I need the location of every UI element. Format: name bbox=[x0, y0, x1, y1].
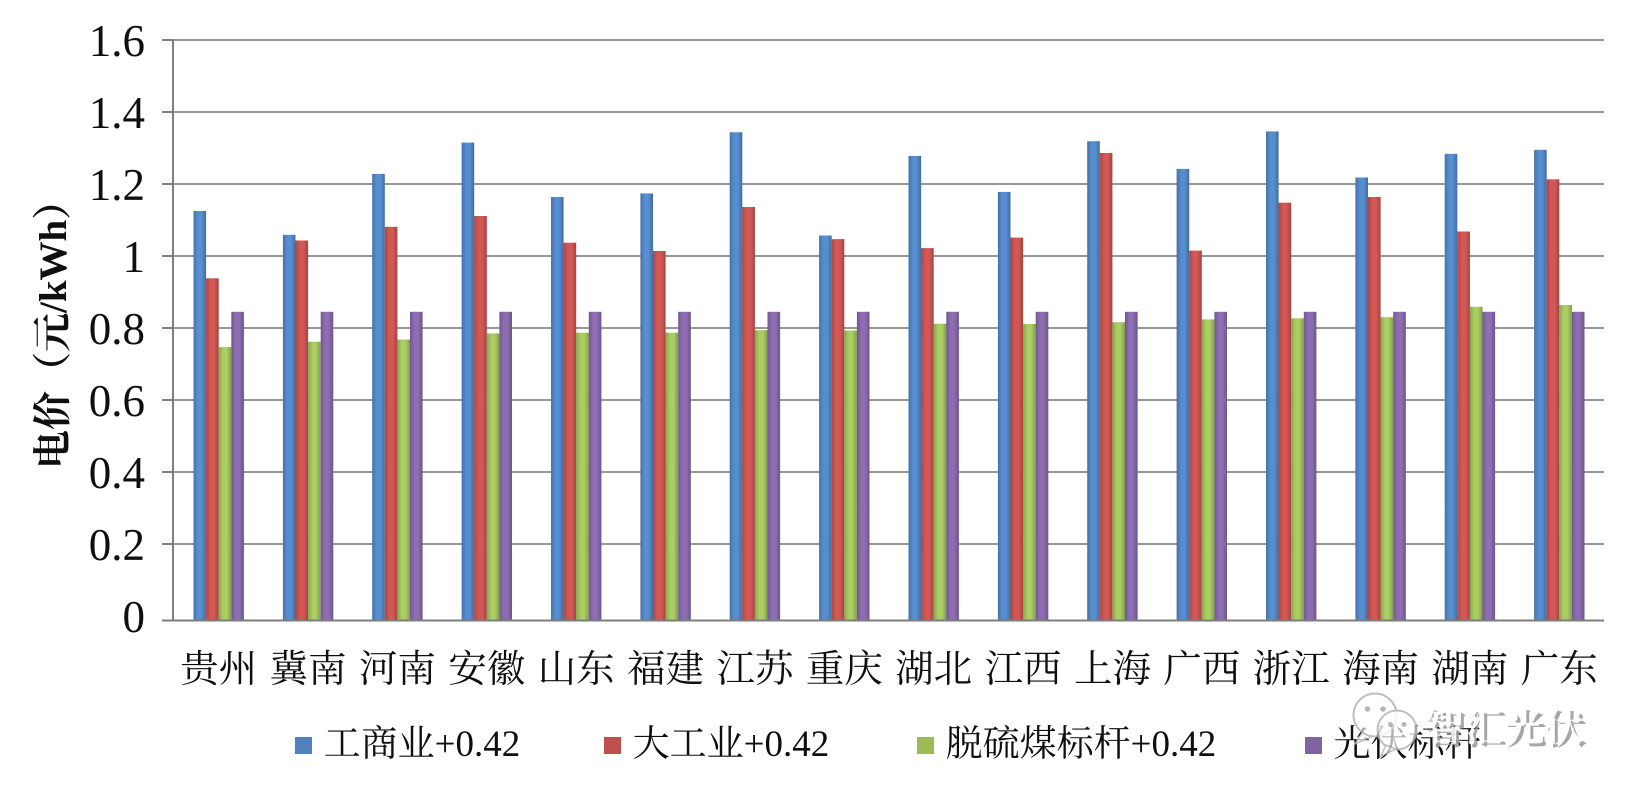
svg-text:0.2: 0.2 bbox=[89, 520, 145, 570]
svg-text:0.8: 0.8 bbox=[89, 304, 145, 354]
svg-text:+0.42: +0.42 bbox=[744, 724, 830, 765]
svg-text:+0.42: +0.42 bbox=[435, 724, 521, 765]
svg-text:/kWh: /kWh bbox=[32, 219, 75, 314]
svg-text:0.6: 0.6 bbox=[89, 376, 145, 426]
svg-text:1: 1 bbox=[123, 232, 146, 282]
svg-text:+0.42: +0.42 bbox=[1131, 724, 1217, 765]
svg-text:1.2: 1.2 bbox=[89, 160, 145, 210]
svg-text:1.6: 1.6 bbox=[89, 16, 145, 66]
svg-text:0.4: 0.4 bbox=[89, 448, 145, 498]
svg-text:0: 0 bbox=[123, 592, 146, 642]
svg-text:1.4: 1.4 bbox=[89, 88, 145, 138]
